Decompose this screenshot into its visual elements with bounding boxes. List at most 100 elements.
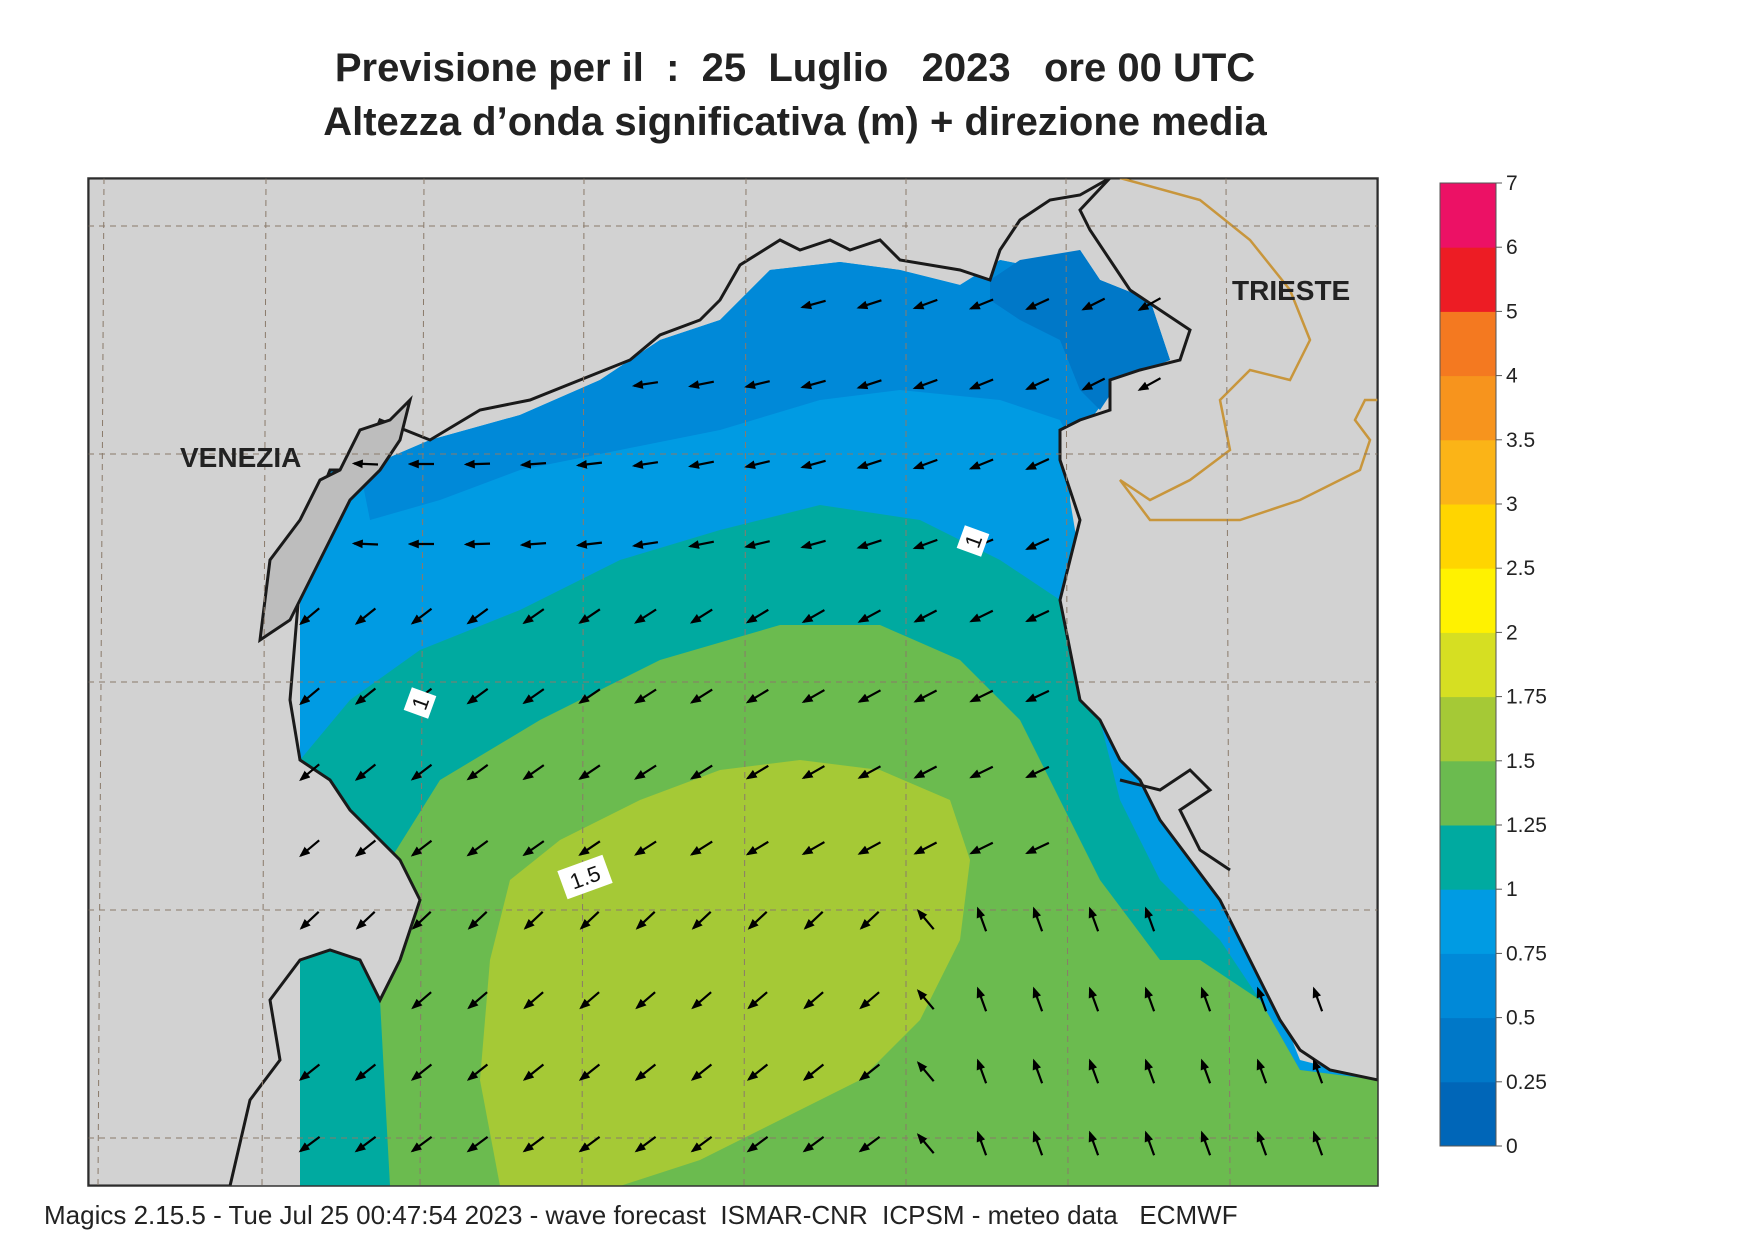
colorbar-swatch [1440, 953, 1496, 1019]
direction-arrow [579, 991, 600, 1010]
direction-arrow [803, 991, 824, 1010]
city-label-trieste: TRIESTE [1232, 275, 1350, 306]
direction-arrow [916, 989, 935, 1010]
direction-arrow [410, 1136, 433, 1153]
direction-arrow [635, 910, 656, 930]
direction-arrow [912, 298, 938, 310]
colorbar-swatch [1440, 1081, 1496, 1147]
direction-arrow [634, 1136, 657, 1153]
direction-arrow [631, 380, 659, 389]
colorbar-tick-label: 3 [1506, 493, 1518, 516]
footer-credits: Magics 2.15.5 - Tue Jul 25 00:47:54 2023… [44, 1200, 1238, 1230]
direction-arrow [299, 910, 320, 930]
direction-arrow [968, 378, 994, 390]
direction-arrow [913, 689, 938, 703]
direction-arrow [856, 539, 882, 550]
direction-arrow [916, 1061, 935, 1082]
direction-arrow [522, 1063, 545, 1081]
direction-arrow [912, 538, 938, 550]
direction-arrow [1088, 1058, 1100, 1084]
colorbar-tick-label: 1.5 [1506, 750, 1535, 773]
direction-arrow [523, 991, 544, 1010]
direction-arrow [1088, 1130, 1100, 1156]
colorbar-tick-label: 1 [1506, 878, 1518, 901]
direction-arrow [747, 910, 768, 930]
direction-arrow [578, 840, 601, 856]
direction-arrow [298, 1136, 321, 1153]
direction-arrow [522, 840, 545, 857]
direction-arrow [1137, 297, 1162, 311]
direction-arrow [579, 910, 600, 930]
direction-arrow [1137, 377, 1162, 391]
direction-arrow [634, 840, 657, 856]
direction-arrow [746, 1136, 769, 1153]
direction-arrow [1200, 1130, 1212, 1156]
border-line [1119, 178, 1378, 522]
direction-arrow [354, 687, 377, 705]
direction-arrow [466, 1136, 489, 1153]
direction-arrow [745, 688, 769, 704]
direction-arrow [1081, 377, 1106, 391]
colorbar-tick-label: 4 [1506, 365, 1518, 388]
colorbar-tick-label: 0.25 [1506, 1071, 1547, 1094]
coast-west-land [88, 178, 1114, 1186]
direction-arrow [298, 1063, 321, 1081]
direction-arrow [522, 688, 545, 705]
colorbar-swatch [1440, 247, 1496, 312]
direction-arrow [744, 380, 770, 390]
direction-arrow [354, 763, 377, 781]
direction-arrow [519, 459, 547, 469]
direction-arrow [1032, 1058, 1044, 1084]
direction-arrow [466, 1063, 489, 1081]
direction-arrow [746, 1063, 769, 1081]
direction-arrow [354, 1063, 377, 1081]
direction-arrow [519, 539, 547, 549]
direction-arrow [354, 839, 377, 857]
direction-arrow [916, 909, 935, 930]
direction-arrow [801, 765, 825, 779]
direction-arrow [691, 991, 712, 1010]
direction-arrow [969, 689, 994, 703]
direction-arrow [1144, 986, 1156, 1012]
colorbar-tick-label: 0.5 [1506, 1007, 1535, 1030]
direction-arrow [411, 991, 432, 1010]
direction-arrow [466, 688, 489, 705]
direction-arrow [859, 910, 880, 930]
direction-arrow [1025, 841, 1050, 855]
direction-arrow [801, 609, 825, 623]
direction-arrow [856, 459, 882, 470]
direction-arrow [634, 608, 657, 624]
direction-arrow [690, 1136, 713, 1153]
direction-arrow [634, 688, 657, 704]
direction-arrow [1144, 906, 1156, 932]
direction-arrow [1032, 986, 1044, 1012]
direction-arrow [976, 986, 988, 1012]
direction-arrow [744, 460, 770, 470]
direction-arrow [354, 1136, 377, 1153]
colorbar-swatch [1440, 375, 1496, 441]
direction-arrow [913, 765, 938, 779]
colorbar-tick-label: 5 [1506, 300, 1518, 323]
direction-arrow [1256, 1058, 1268, 1084]
contour-label-1.5: 1.5 [557, 854, 613, 900]
direction-arrow [522, 608, 545, 625]
direction-arrow [1025, 765, 1050, 779]
direction-arrow [913, 609, 938, 623]
direction-arrow [578, 1063, 601, 1081]
direction-arrow [578, 1136, 601, 1153]
direction-arrow [1032, 906, 1044, 932]
direction-arrow [1312, 986, 1324, 1012]
direction-arrow [1200, 986, 1212, 1012]
direction-arrow [634, 764, 657, 780]
direction-arrow [299, 607, 320, 626]
direction-arrow [969, 841, 994, 855]
direction-arrow [578, 608, 601, 624]
direction-arrow [1025, 538, 1050, 550]
direction-arrow [801, 689, 825, 703]
direction-arrow [578, 688, 601, 704]
direction-arrow [859, 991, 880, 1010]
direction-arrow [969, 609, 994, 623]
direction-arrow [634, 1063, 657, 1081]
direction-arrow [856, 379, 882, 390]
direction-arrow [1088, 986, 1100, 1012]
